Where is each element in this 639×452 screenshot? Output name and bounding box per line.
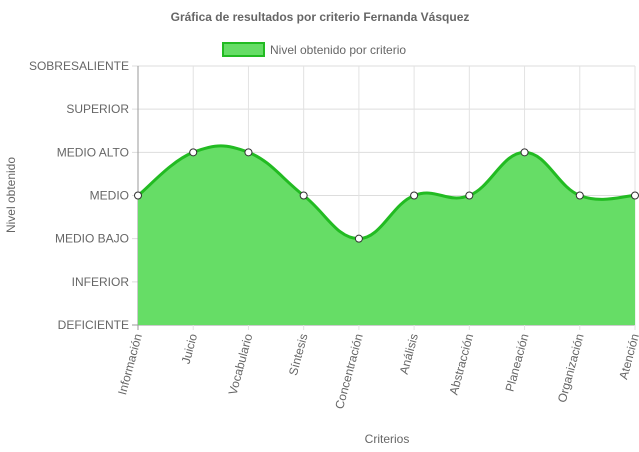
data-point-4[interactable] xyxy=(299,191,308,200)
x-tick-label: Planeación xyxy=(503,332,532,393)
data-point-5[interactable] xyxy=(354,234,363,243)
x-tick-label: Síntesis xyxy=(286,332,311,377)
data-point-9[interactable] xyxy=(575,191,584,200)
x-tick-label: Atención xyxy=(616,332,639,381)
legend-label: Nivel obtenido por criterio xyxy=(270,43,406,57)
x-tick-label: Juicio xyxy=(179,332,201,366)
chart-title: Gráfica de resultados por criterio Ferna… xyxy=(171,10,470,24)
x-tick-label: Concentración xyxy=(332,332,366,410)
legend[interactable]: Nivel obtenido por criterio xyxy=(222,42,406,57)
data-point-3[interactable] xyxy=(244,148,253,157)
y-axis-title: Nivel obtenido xyxy=(4,157,18,233)
y-tick-label: MEDIO ALTO xyxy=(57,145,129,159)
area-fill xyxy=(138,145,635,325)
data-point-1[interactable] xyxy=(134,191,142,200)
x-tick-labels: Información Juicio Vocabulario Síntesis Conc… xyxy=(115,332,639,411)
y-tick-label: INFERIOR xyxy=(72,275,130,289)
data-point-6[interactable] xyxy=(410,191,419,200)
data-points xyxy=(134,148,639,243)
y-tick-label: MEDIO BAJO xyxy=(55,232,129,246)
y-tick-label: MEDIO xyxy=(90,189,129,203)
x-tick-label: Organización xyxy=(555,332,587,404)
data-point-2[interactable] xyxy=(189,148,198,157)
data-point-10[interactable] xyxy=(631,191,639,200)
x-tick-label: Análisis xyxy=(397,332,421,376)
y-tick-label: DEFICIENTE xyxy=(58,318,129,332)
data-point-7[interactable] xyxy=(465,191,474,200)
data-point-8[interactable] xyxy=(520,148,529,157)
x-axis-title: Criterios xyxy=(365,432,410,446)
x-tick-label: Vocabulario xyxy=(226,332,256,397)
y-tick-label: SOBRESALIENTE xyxy=(29,59,129,73)
x-tick-label: Abstracción xyxy=(446,332,476,396)
y-tick-labels: DEFICIENTE INFERIOR MEDIO BAJO MEDIO MEDIO A… xyxy=(29,59,129,332)
legend-swatch xyxy=(222,42,265,57)
x-tick-label: Información xyxy=(115,332,145,396)
series-line xyxy=(137,144,636,241)
y-tick-label: SUPERIOR xyxy=(66,102,129,116)
